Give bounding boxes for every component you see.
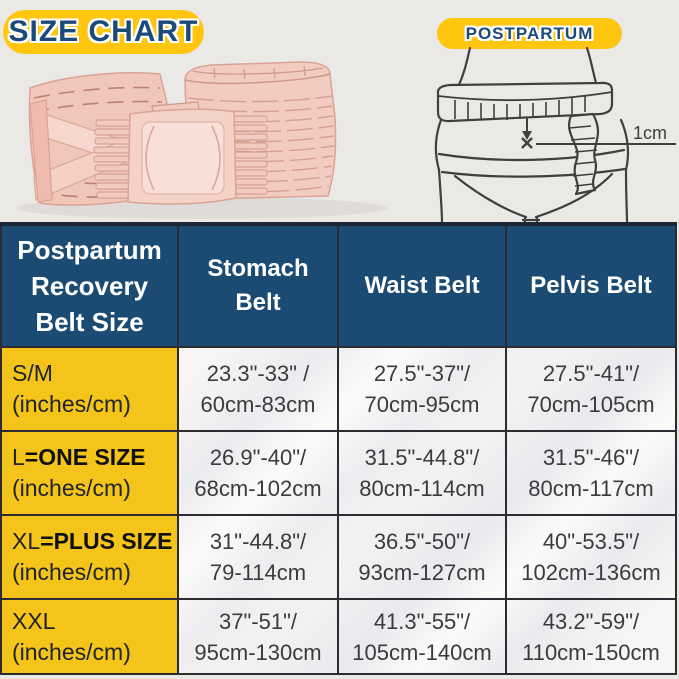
table-row-sm: S/M (inches/cm) 23.3"-33" / 60cm-83cm 27… — [0, 346, 677, 432]
measurement-illustration: 1cm — [434, 46, 676, 222]
tape-measure-band — [436, 81, 614, 123]
size-name-bold: =ONE SIZE — [24, 444, 146, 470]
table-row-xxl: XXL (inches/cm) 37"-51"/ 95cm-130cm 41.3… — [0, 598, 677, 675]
xxl-waist-value: 41.3"-55"/ 105cm-140cm — [337, 598, 507, 675]
belts-illustration — [17, 61, 387, 219]
hanging-tape-strip — [568, 112, 599, 196]
l-waist-value: 31.5"-44.8"/ 80cm-114cm — [337, 430, 507, 516]
sm-waist-value: 27.5"-37"/ 70cm-95cm — [337, 346, 507, 432]
size-label-xl: XL=PLUS SIZE (inches/cm) — [0, 514, 179, 600]
postpartum-badge: POSTPARTUM — [437, 18, 622, 49]
one-cm-callout: 1cm — [521, 118, 676, 149]
size-label-xxl: XXL (inches/cm) — [0, 598, 179, 675]
size-name-bold: =PLUS SIZE — [40, 528, 173, 554]
size-units: (inches/cm) — [12, 638, 131, 665]
xl-stomach-value: 31"-44.8"/ 79-114cm — [177, 514, 339, 600]
size-label-l: L=ONE SIZE (inches/cm) — [0, 430, 179, 516]
xl-pelvis-value: 40"-53.5"/ 102cm-136cm — [505, 514, 677, 600]
one-cm-label: 1cm — [633, 123, 667, 143]
pelvis-belt-image — [93, 101, 268, 205]
l-stomach-value: 26.9"-40"/ 68cm-102cm — [177, 430, 339, 516]
l-pelvis-value: 31.5"-46"/ 80cm-117cm — [505, 430, 677, 516]
sm-stomach-value: 23.3"-33" / 60cm-83cm — [177, 346, 339, 432]
arrow-down-icon — [522, 131, 532, 140]
header-row: Postpartum Recovery Belt Size Stomach Be… — [0, 222, 677, 348]
size-chart-badge-label: SIZE CHART — [8, 15, 199, 48]
size-name: S/M — [12, 360, 53, 386]
postpartum-badge-label: POSTPARTUM — [465, 23, 594, 43]
table-row-xl: XL=PLUS SIZE (inches/cm) 31"-44.8"/ 79-1… — [0, 514, 677, 600]
header-size: Postpartum Recovery Belt Size — [0, 222, 179, 348]
size-units: (inches/cm) — [12, 475, 131, 501]
sm-pelvis-value: 27.5"-41"/ 70cm-105cm — [505, 346, 677, 432]
x-mark-icon — [521, 137, 533, 149]
table-row-l: L=ONE SIZE (inches/cm) 26.9"-40"/ 68cm-1… — [0, 430, 677, 516]
header-pelvis-belt: Pelvis Belt — [505, 222, 677, 348]
size-chart-badge: SIZE CHART — [3, 10, 204, 54]
size-table: Postpartum Recovery Belt Size Stomach Be… — [0, 222, 677, 675]
size-table-section: Postpartum Recovery Belt Size Stomach Be… — [0, 222, 679, 679]
header-stomach-belt: Stomach Belt — [177, 222, 339, 348]
size-units: (inches/cm) — [12, 391, 131, 417]
xxl-stomach-value: 37"-51"/ 95cm-130cm — [177, 598, 339, 675]
size-name: XL — [12, 528, 41, 554]
header-waist-belt: Waist Belt — [337, 222, 507, 348]
size-units: (inches/cm) — [12, 559, 131, 585]
size-name: L — [12, 444, 25, 470]
size-name: XXL — [12, 607, 56, 634]
size-label-sm: S/M (inches/cm) — [0, 346, 179, 432]
torso-left-line — [456, 46, 472, 89]
xxl-pelvis-value: 43.2"-59"/ 110cm-150cm — [505, 598, 677, 675]
xl-waist-value: 36.5"-50"/ 93cm-127cm — [337, 514, 507, 600]
